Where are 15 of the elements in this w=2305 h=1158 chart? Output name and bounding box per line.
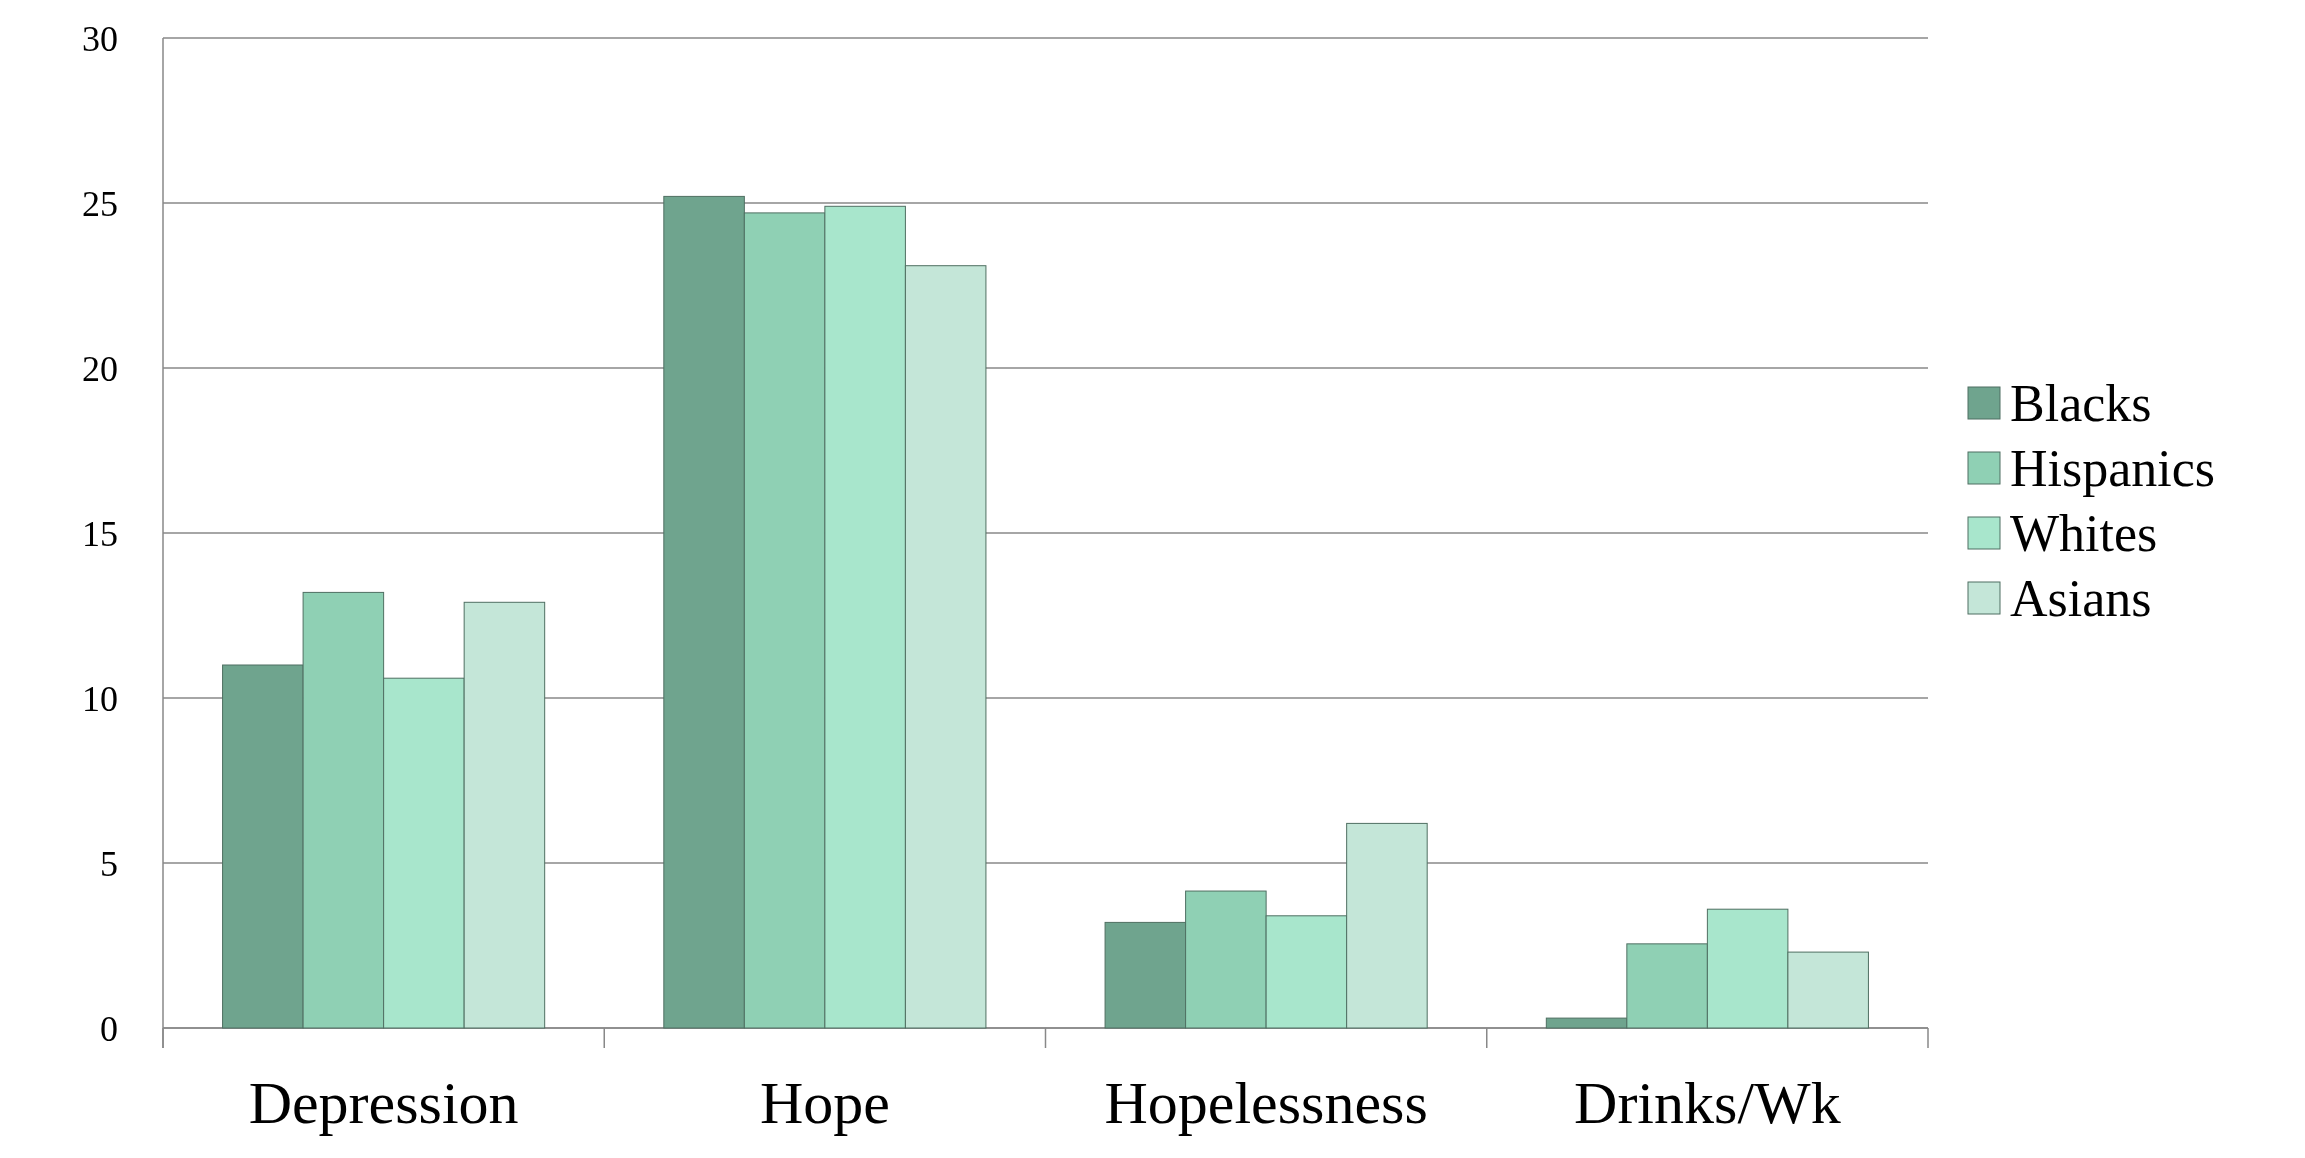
y-tick-label: 5 <box>100 843 118 884</box>
legend-label: Whites <box>2010 505 2158 563</box>
y-tick-label: 25 <box>82 183 118 224</box>
x-tick-label: Depression <box>248 1070 519 1136</box>
legend-label: Asians <box>2010 570 2152 628</box>
y-tick-label: 0 <box>100 1008 118 1049</box>
x-tick-label: Drinks/Wk <box>1574 1070 1841 1136</box>
legend-label: Hispanics <box>2010 440 2216 498</box>
legend-label: Blacks <box>2010 375 2152 433</box>
y-tick-label: 10 <box>82 678 118 719</box>
y-tick-label: 30 <box>82 18 118 59</box>
x-tick-label: Hope <box>759 1070 890 1136</box>
x-tick-label: Hopelessness <box>1104 1070 1428 1136</box>
y-tick-label: 20 <box>82 348 118 389</box>
y-tick-label: 15 <box>82 513 118 554</box>
